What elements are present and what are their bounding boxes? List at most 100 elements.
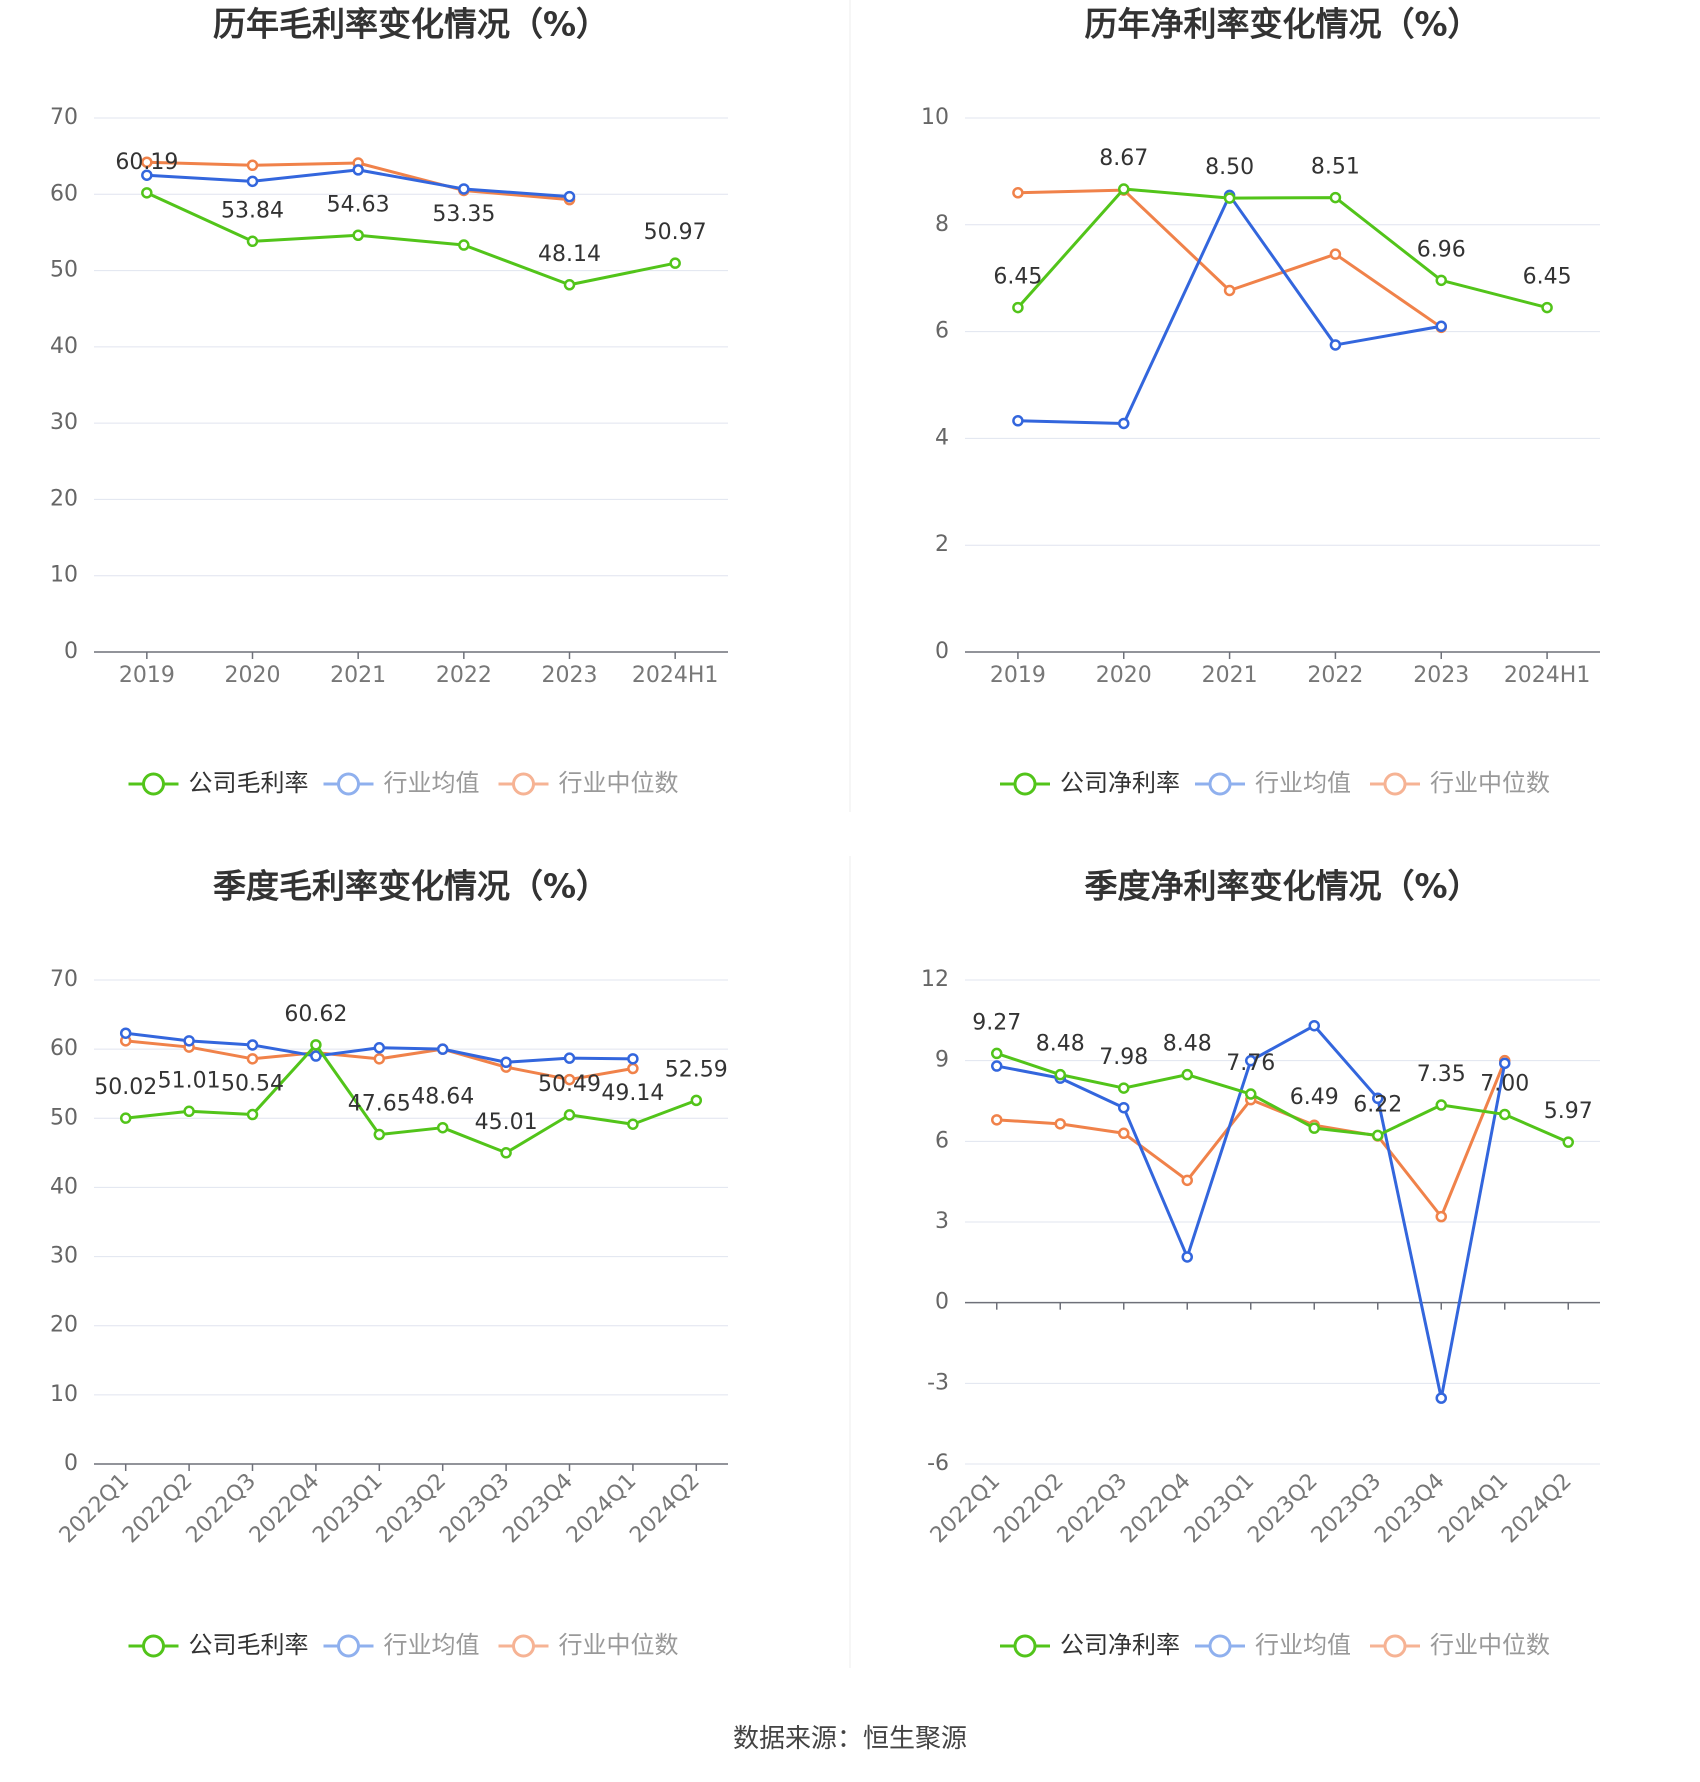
series-point-0 <box>1118 183 1130 195</box>
x-tick-label: 2022Q1 <box>926 1469 1005 1548</box>
series-point-0 <box>246 235 259 248</box>
y-tick-label: 10 <box>921 105 949 130</box>
x-tick-label: 2022Q4 <box>1116 1469 1195 1548</box>
y-tick-label: 0 <box>64 639 78 664</box>
series-point-1 <box>1308 1019 1320 1032</box>
x-tick-label: 2022Q2 <box>118 1469 197 1548</box>
legend-item-1: 行业均值 <box>323 769 480 797</box>
legend-label: 行业均值 <box>384 769 480 797</box>
legend-item-2: 行业中位数 <box>498 769 679 797</box>
series-point-0 <box>246 1108 259 1121</box>
data-label: 7.76 <box>1226 1051 1275 1076</box>
y-tick-label: 10 <box>50 1382 78 1407</box>
series-point-0 <box>1308 1122 1320 1134</box>
chart-title: 季度净利率变化情况（%） <box>1084 867 1480 906</box>
legend-marker <box>142 772 165 796</box>
series-line-0 <box>996 1051 1569 1144</box>
x-tick-label: 2022Q4 <box>245 1469 324 1548</box>
legend-marker <box>1383 1634 1407 1658</box>
chart-title: 历年净利率变化情况（%） <box>1084 5 1480 44</box>
series-point-1 <box>1118 417 1130 430</box>
series-point-0 <box>1012 301 1024 314</box>
x-tick-label: 2023Q3 <box>435 1469 514 1548</box>
x-tick-label: 2020 <box>225 663 281 688</box>
series-point-1 <box>1181 1251 1193 1263</box>
series-point-0 <box>1118 1082 1130 1094</box>
y-tick-label: 10 <box>50 563 78 588</box>
data-label: 6.49 <box>1290 1085 1339 1110</box>
data-label: 6.22 <box>1353 1092 1402 1117</box>
data-label: 7.35 <box>1417 1062 1466 1087</box>
series-point-1 <box>1499 1057 1511 1070</box>
x-tick-label: 2024Q2 <box>1497 1469 1576 1548</box>
series-point-1 <box>1329 339 1342 351</box>
series-point-0 <box>1329 191 1342 204</box>
y-tick-label: 4 <box>935 425 949 450</box>
x-tick-label: 2023 <box>542 663 598 688</box>
legend-label: 公司净利率 <box>1060 1631 1180 1659</box>
series-point-1 <box>1435 320 1447 333</box>
x-tick-label: 2024Q1 <box>1434 1469 1513 1548</box>
series-point-2 <box>1181 1174 1193 1187</box>
x-tick-label: 2023Q2 <box>1243 1469 1322 1548</box>
series-point-0 <box>563 1109 576 1121</box>
series-point-0 <box>310 1039 322 1051</box>
series-point-1 <box>991 1060 1003 1072</box>
x-tick-label: 2021 <box>330 663 386 688</box>
legend-item-0: 公司毛利率 <box>128 769 309 797</box>
x-tick-label: 2022Q1 <box>55 1469 134 1548</box>
series-line-2 <box>1017 188 1443 329</box>
x-tick-label: 2023 <box>1413 663 1469 688</box>
legend-label: 行业中位数 <box>559 769 679 797</box>
y-tick-label: 50 <box>50 1105 78 1130</box>
legend-item-2: 行业中位数 <box>498 1631 679 1659</box>
series-point-1 <box>352 164 364 176</box>
series-point-0 <box>627 1118 639 1130</box>
y-tick-label: 3 <box>935 1209 949 1234</box>
data-label: 50.97 <box>644 220 707 245</box>
data-label: 53.35 <box>432 202 495 227</box>
y-tick-label: 70 <box>50 967 78 992</box>
series-point-2 <box>1054 1118 1066 1130</box>
series-point-0 <box>1054 1068 1066 1081</box>
series-point-2 <box>141 156 153 168</box>
series-point-0 <box>1223 192 1236 204</box>
data-label: 5.97 <box>1544 1099 1593 1124</box>
series-point-1 <box>627 1053 639 1065</box>
series-point-1 <box>1372 1092 1384 1105</box>
data-label: 60.19 <box>115 150 178 175</box>
series-point-0 <box>1372 1129 1384 1142</box>
data-label: 49.14 <box>601 1081 664 1106</box>
series-point-1 <box>458 183 470 195</box>
legend-marker <box>337 1634 360 1658</box>
series-point-0 <box>690 1094 703 1107</box>
data-label: 53.84 <box>221 198 284 223</box>
chart-annual-gross-margin: 历年毛利率变化情况（%） 0 10 20 30 40 50 60 70 2019 2020 2021 2… <box>50 5 728 797</box>
y-tick-label: 0 <box>935 1290 949 1315</box>
data-label: 8.48 <box>1036 1032 1085 1057</box>
series-point-0 <box>1435 1099 1447 1111</box>
y-tick-label: 9 <box>935 1048 949 1073</box>
series-point-2 <box>1118 1127 1130 1140</box>
series-point-0 <box>373 1128 386 1141</box>
legend-item-1: 行业均值 <box>1195 1631 1351 1659</box>
x-tick-label: 2023Q4 <box>1370 1469 1449 1548</box>
x-tick-label: 2019 <box>119 663 175 688</box>
y-tick-label: 60 <box>50 181 78 206</box>
data-label: 47.65 <box>348 1092 411 1117</box>
legend-item-0: 公司净利率 <box>1000 1631 1180 1659</box>
series-point-0 <box>669 257 681 269</box>
y-tick-label: 6 <box>935 319 949 344</box>
legend-label: 行业均值 <box>1255 1631 1351 1659</box>
series-point-0 <box>991 1047 1003 1060</box>
series-point-0 <box>1499 1108 1511 1121</box>
series-point-1 <box>500 1056 512 1069</box>
data-label: 9.27 <box>972 1010 1021 1035</box>
x-tick-label: 2024Q2 <box>625 1469 704 1548</box>
legend-marker <box>1208 772 1232 796</box>
series-point-0 <box>352 229 364 242</box>
data-label: 50.49 <box>538 1072 601 1097</box>
series-point-2 <box>1329 248 1342 260</box>
legend-label: 行业中位数 <box>1430 769 1550 797</box>
